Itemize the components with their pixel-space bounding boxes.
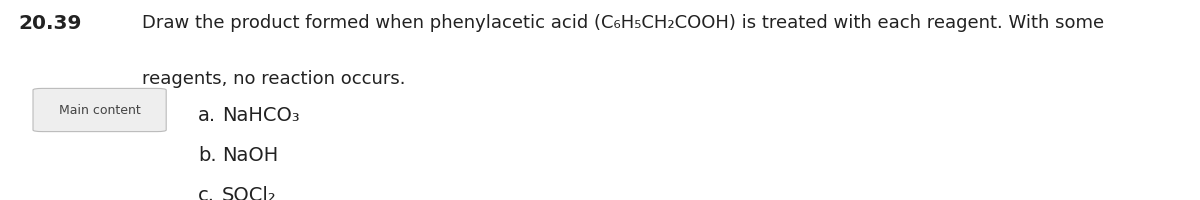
Text: 20.39: 20.39 bbox=[18, 14, 82, 33]
FancyBboxPatch shape bbox=[34, 88, 166, 132]
Text: NaOH: NaOH bbox=[222, 146, 278, 165]
Text: NaHCO₃: NaHCO₃ bbox=[222, 106, 300, 125]
Text: a.: a. bbox=[198, 106, 216, 125]
Text: reagents, no reaction occurs.: reagents, no reaction occurs. bbox=[142, 70, 406, 88]
Text: b.: b. bbox=[198, 146, 217, 165]
Text: Main content: Main content bbox=[59, 104, 140, 116]
Text: Draw the product formed when phenylacetic acid (C₆H₅CH₂COOH) is treated with eac: Draw the product formed when phenylaceti… bbox=[142, 14, 1104, 32]
Text: c.: c. bbox=[198, 186, 215, 200]
Text: SOCl₂: SOCl₂ bbox=[222, 186, 277, 200]
